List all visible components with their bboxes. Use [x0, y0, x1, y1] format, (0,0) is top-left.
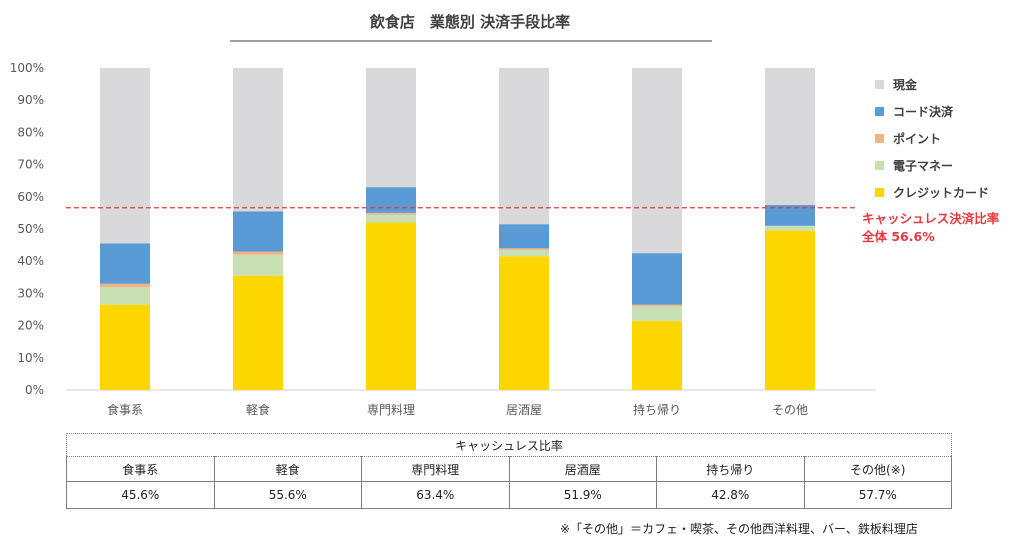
table-caption: キャッシュレス比率: [66, 433, 952, 457]
legend-swatch: [875, 134, 884, 143]
table-value-cell: 42.8%: [656, 481, 805, 509]
bar-segment: [100, 304, 150, 390]
chart-title: 飲食店 業態別 決済手段比率: [369, 13, 570, 31]
legend-label: 電子マネー: [893, 159, 953, 173]
legend-swatch: [875, 80, 884, 89]
bar-segment: [100, 283, 150, 287]
bar-segment: [233, 275, 283, 390]
x-axis-ticks: 食事系 軽食 専門料理 居酒屋 持ち帰り その他: [107, 402, 808, 417]
bar-segment: [499, 248, 549, 250]
x-tick-label: 持ち帰り: [633, 402, 681, 417]
table-header-cell: 居酒屋: [508, 456, 657, 482]
table-header-cell: 軽食: [213, 456, 362, 482]
x-tick-label: 専門料理: [367, 403, 415, 417]
legend-label: 現金: [893, 77, 918, 92]
y-tick-label: 80%: [17, 125, 44, 139]
y-tick-label: 10%: [17, 351, 44, 365]
bar-segment: [366, 187, 416, 213]
bar-segment: [765, 204, 815, 226]
bar-segment: [499, 249, 549, 257]
bar-segment: [233, 211, 283, 252]
bar-segment: [632, 68, 682, 254]
x-tick-label: 食事系: [107, 402, 143, 417]
bar-segment: [632, 320, 682, 390]
y-tick-label: 50%: [17, 222, 44, 236]
legend-label: クレジットカード: [893, 186, 989, 200]
y-tick-label: 60%: [17, 190, 44, 204]
bar-segment: [499, 224, 549, 249]
x-tick-label: 軽食: [246, 402, 270, 417]
reference-label-line1: キャッシュレス決済比率: [862, 211, 1000, 226]
table-header-cell: その他(※): [803, 456, 952, 482]
x-tick-label: その他: [772, 403, 808, 417]
table-value-cell: 63.4%: [361, 481, 510, 509]
bar-segment: [100, 243, 150, 284]
table-value-cell: 55.6%: [213, 481, 362, 509]
bar-segment: [632, 306, 682, 321]
legend-swatch: [875, 188, 884, 197]
bar-segment: [765, 225, 815, 231]
legend-label: ポイント: [893, 131, 941, 146]
bar-segment: [366, 212, 416, 215]
cashless-ratio-table: キャッシュレス比率 食事系 軽食 専門料理 居酒屋 持ち帰り その他(※) 45…: [66, 433, 952, 509]
bar-segment: [765, 68, 815, 205]
y-tick-label: 20%: [17, 319, 44, 333]
bar-segment: [366, 222, 416, 390]
table-value-row: 45.6% 55.6% 63.4% 51.9% 42.8% 57.7%: [66, 481, 952, 509]
y-tick-label: 40%: [17, 254, 44, 268]
y-tick-label: 100%: [10, 61, 44, 75]
bar-segment: [100, 286, 150, 305]
bar-segment: [366, 214, 416, 223]
bar-segment: [499, 68, 549, 225]
table-value-cell: 51.9%: [508, 481, 657, 509]
y-tick-label: 30%: [17, 286, 44, 300]
legend-swatch: [875, 161, 884, 170]
bar-segment: [765, 230, 815, 390]
table-header-cell: 食事系: [66, 456, 215, 482]
bar-segment: [100, 68, 150, 244]
bar-segment: [366, 68, 416, 188]
table-header-cell: 専門料理: [361, 456, 510, 482]
bar-segment: [233, 254, 283, 276]
table-value-cell: 45.6%: [66, 481, 215, 509]
y-tick-label: 0%: [25, 383, 44, 397]
table-header-row: 食事系 軽食 専門料理 居酒屋 持ち帰り その他(※): [66, 456, 952, 482]
bar-segment: [233, 251, 283, 255]
y-tick-label: 70%: [17, 158, 44, 172]
bar-segment: [499, 256, 549, 390]
legend-label: コード決済: [893, 104, 954, 119]
table-value-cell: 57.7%: [803, 481, 952, 509]
reference-label-line2: 全体 56.6%: [861, 229, 935, 244]
footnote: ※「その他」＝カフェ・喫茶、その他西洋料理、バー、鉄板料理店: [560, 522, 918, 536]
table-header-cell: 持ち帰り: [656, 456, 805, 482]
bar-segment: [632, 253, 682, 305]
y-axis-ticks: 0% 10% 20% 30% 40% 50% 60% 70% 80% 90% 100%: [10, 61, 44, 397]
bar-segment: [632, 304, 682, 307]
legend-swatch: [875, 107, 884, 116]
x-tick-label: 居酒屋: [506, 403, 542, 417]
y-tick-label: 90%: [17, 93, 44, 107]
stacked-bar-chart: 飲食店 業態別 決済手段比率 0% 10% 20% 30% 40% 50% 60% 70% 80…: [10, 13, 1000, 417]
bar-segment: [233, 68, 283, 212]
bars-group: [100, 68, 815, 390]
